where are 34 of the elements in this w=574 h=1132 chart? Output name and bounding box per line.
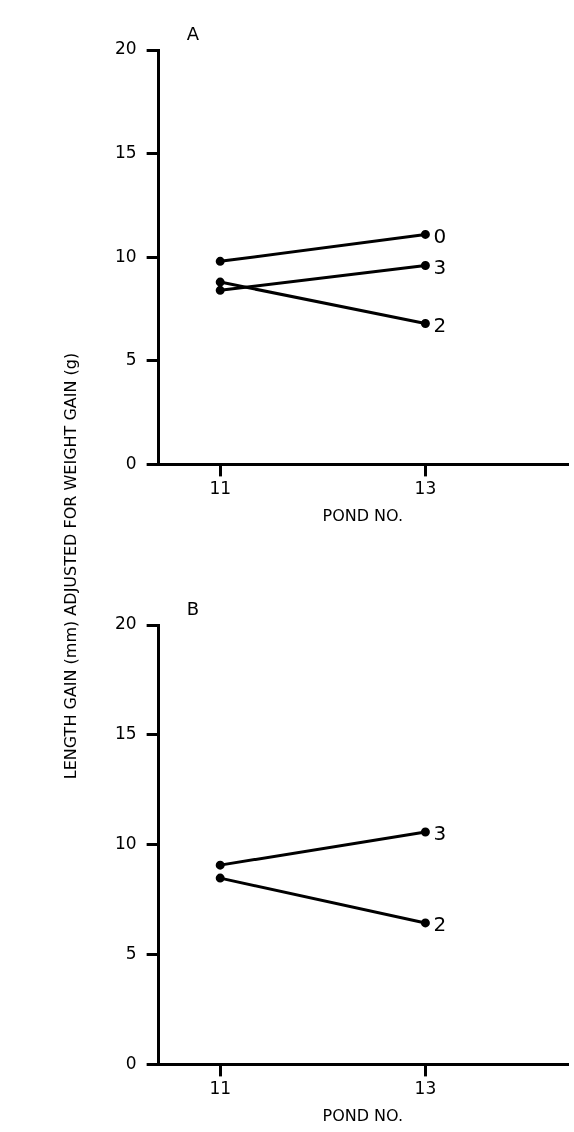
y-tick-label: 15 bbox=[114, 142, 137, 163]
point bbox=[215, 873, 225, 883]
y-tick-label: 20 bbox=[114, 613, 137, 634]
x-axis-title: POND NO. bbox=[322, 505, 404, 525]
series-label: 0 bbox=[433, 223, 447, 248]
point bbox=[420, 260, 430, 270]
x-axis-title: POND NO. bbox=[322, 1105, 404, 1125]
y-tick-label: 5 bbox=[125, 942, 137, 963]
x-tick-label: 13 bbox=[414, 1078, 437, 1099]
y-axis-title: LENGTH GAIN (mm) ADJUSTED FOR WEIGHT GAIN (g) bbox=[60, 352, 80, 780]
y-tick-label: 0 bbox=[125, 1052, 137, 1073]
y-tick-label: 15 bbox=[114, 723, 137, 744]
chart-title: B bbox=[186, 597, 199, 619]
x-tick-label: 11 bbox=[209, 478, 232, 499]
point bbox=[215, 285, 225, 295]
point bbox=[420, 229, 430, 239]
y-tick-label: 10 bbox=[114, 833, 137, 854]
y-tick-label: 20 bbox=[114, 38, 137, 59]
x-tick-label: 13 bbox=[414, 478, 437, 499]
y-tick-label: 0 bbox=[125, 452, 137, 473]
series-label: 3 bbox=[433, 821, 447, 846]
point bbox=[215, 860, 225, 870]
y-tick-label: 10 bbox=[114, 245, 137, 266]
y-tick-label: 5 bbox=[125, 349, 137, 370]
point bbox=[420, 827, 430, 837]
series-label: 3 bbox=[433, 254, 447, 279]
point bbox=[215, 277, 225, 287]
point bbox=[215, 256, 225, 266]
series-label: 2 bbox=[433, 312, 447, 337]
chart-title: A bbox=[186, 22, 200, 44]
series-label: 2 bbox=[433, 912, 447, 937]
point bbox=[420, 918, 430, 928]
point bbox=[420, 319, 430, 328]
x-tick-label: 11 bbox=[209, 1078, 232, 1099]
